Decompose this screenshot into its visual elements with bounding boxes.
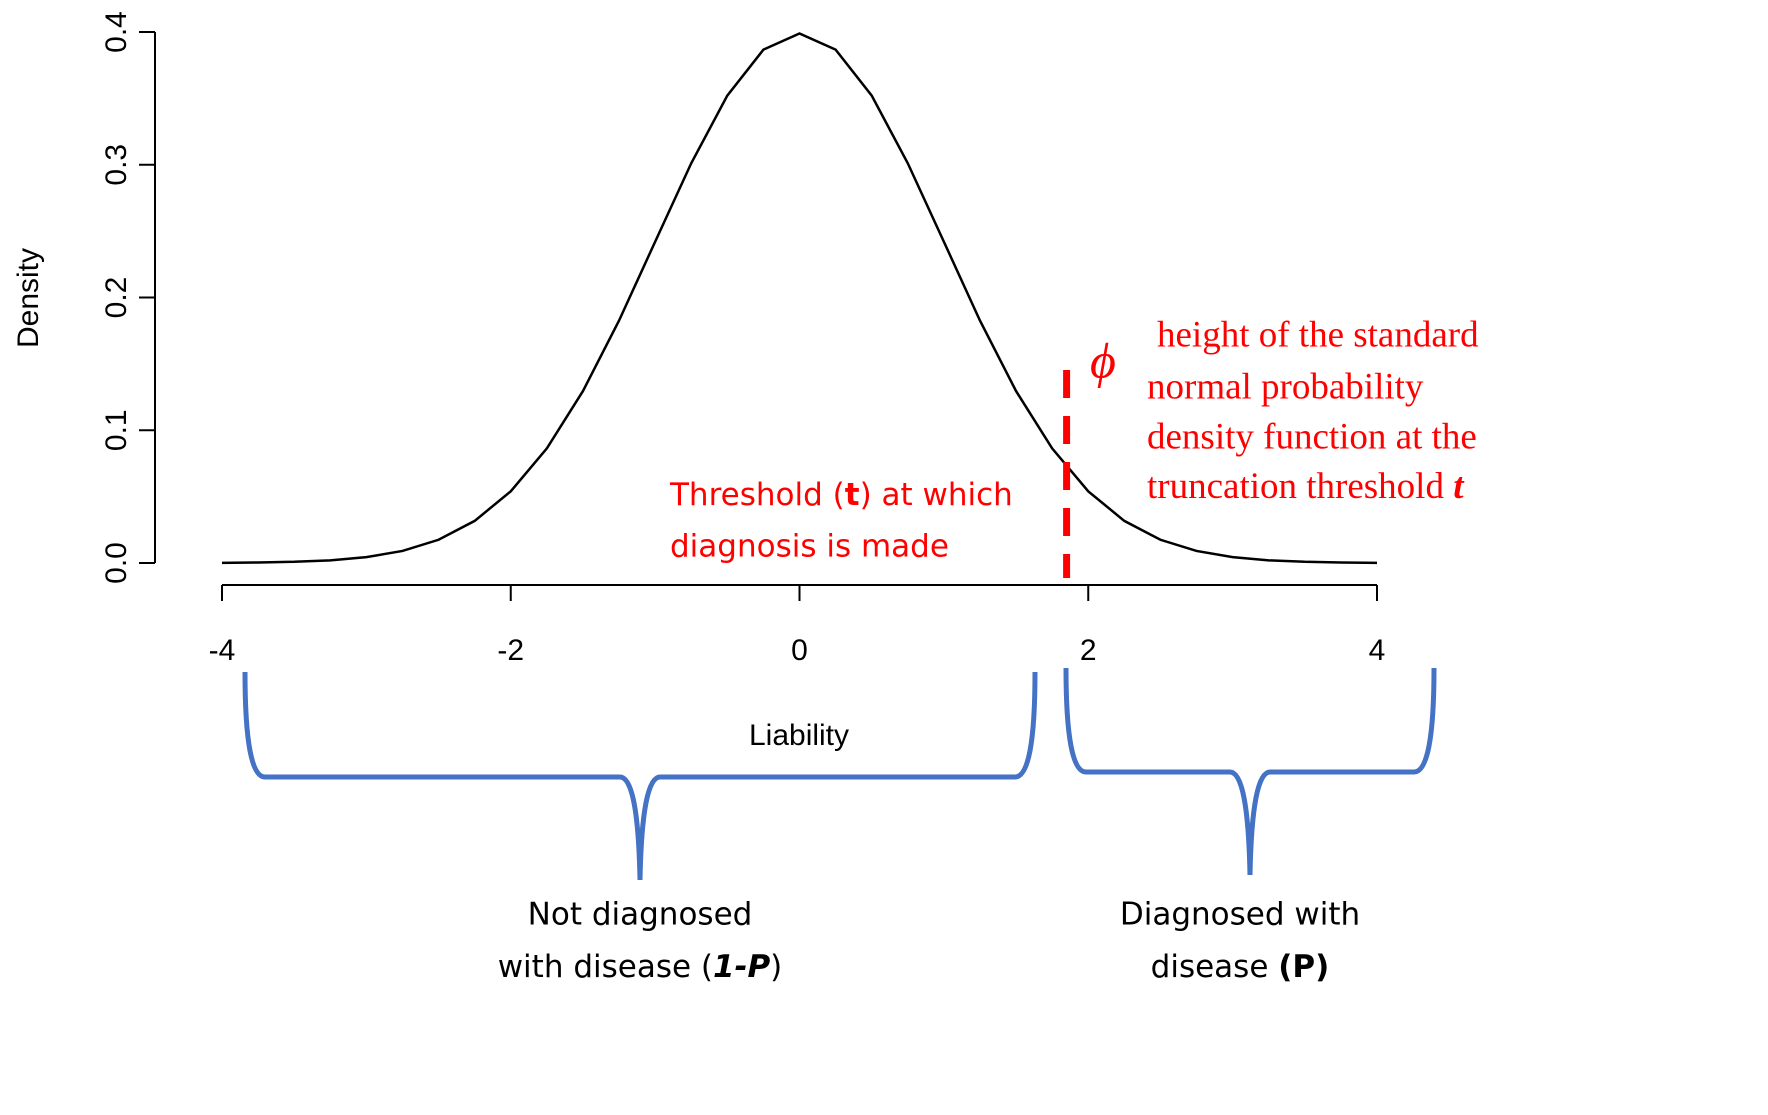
x-tick-label: -4 bbox=[209, 634, 236, 667]
y-tick-label: 0.3 bbox=[100, 144, 133, 186]
y-tick-label: 0.2 bbox=[100, 277, 133, 319]
phi-symbol: ϕ bbox=[1090, 332, 1116, 388]
phi-text: normal probability bbox=[1147, 366, 1424, 407]
phi-text-part: truncation threshold bbox=[1147, 466, 1444, 507]
x-tick-label: -2 bbox=[497, 634, 524, 667]
threshold-text-bold: t bbox=[845, 477, 860, 513]
group-label-part: ) bbox=[770, 949, 782, 985]
group-label-bold: 1-P bbox=[713, 949, 770, 985]
density-line bbox=[221, 32, 1378, 565]
x-tick-label: 2 bbox=[1080, 634, 1097, 667]
brace bbox=[242, 671, 1038, 881]
brace bbox=[1063, 667, 1437, 876]
threshold-text-part: ) at which bbox=[860, 477, 1013, 513]
y-tick-label: 0.0 bbox=[100, 542, 133, 584]
threshold-text-part: Threshold ( bbox=[669, 477, 845, 513]
y-tick-label: 0.4 bbox=[100, 11, 133, 53]
threshold-text: diagnosis is made bbox=[670, 529, 949, 565]
threshold-text: Threshold (t) at which bbox=[669, 477, 1013, 513]
group-label: disease (P) bbox=[1151, 949, 1330, 985]
group-label-part: disease bbox=[1151, 949, 1279, 985]
y-axis-label: Density bbox=[12, 248, 45, 348]
phi-text: density function at the bbox=[1147, 416, 1477, 457]
x-tick-label: 4 bbox=[1369, 634, 1386, 667]
phi-text: height of the standard bbox=[1157, 314, 1479, 355]
phi-text: truncation threshold t bbox=[1147, 466, 1465, 507]
x-tick-label: 0 bbox=[791, 634, 808, 667]
group-label: with disease (1-P) bbox=[498, 949, 783, 985]
y-tick-label: 0.1 bbox=[100, 409, 133, 451]
x-axis-label: Liability bbox=[749, 719, 849, 752]
group-label-part: with disease ( bbox=[498, 949, 713, 985]
group-label-bold: (P) bbox=[1278, 949, 1329, 985]
phi-text-t: t bbox=[1453, 466, 1465, 507]
group-label: Not diagnosed bbox=[528, 897, 753, 933]
group-label: Diagnosed with bbox=[1120, 897, 1360, 933]
